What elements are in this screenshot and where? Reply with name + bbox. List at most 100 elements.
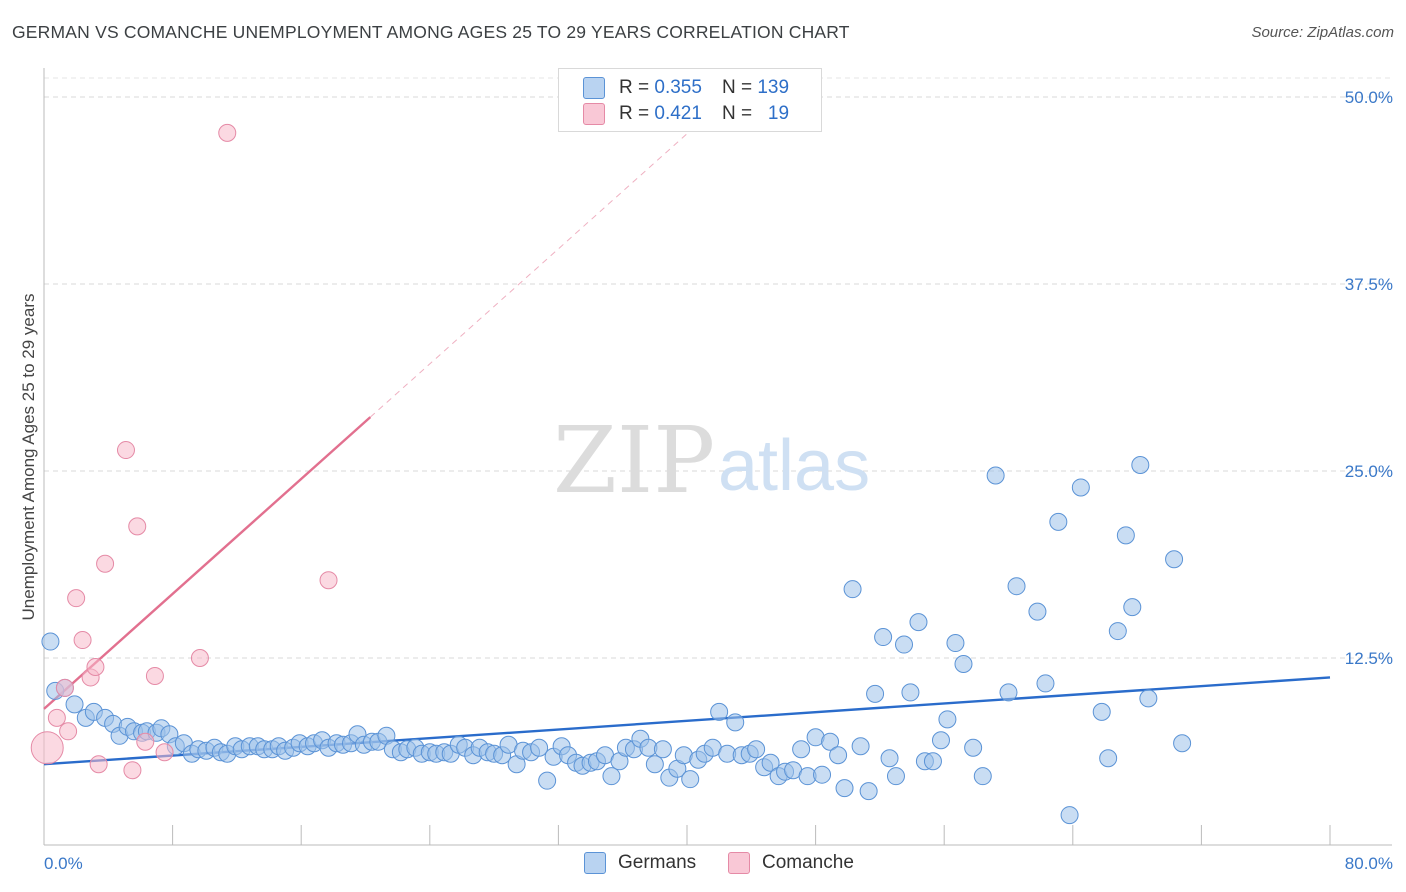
- point-germans: [909, 613, 928, 632]
- point-comanche: [319, 571, 338, 590]
- point-germans: [946, 634, 965, 653]
- point-germans: [1060, 806, 1079, 825]
- point-germans: [602, 767, 621, 786]
- point-germans: [41, 632, 60, 651]
- axes: [43, 68, 1392, 846]
- point-germans: [747, 740, 766, 759]
- y-axis-label: Unemployment Among Ages 25 to 29 years: [19, 294, 38, 621]
- legend-r-label: R =: [619, 77, 650, 98]
- point-comanche: [136, 732, 155, 751]
- point-germans: [880, 749, 899, 768]
- point-germans: [874, 628, 893, 647]
- point-comanche: [218, 123, 237, 142]
- point-germans: [1131, 456, 1150, 475]
- point-germans: [1139, 689, 1158, 708]
- point-germans: [1108, 622, 1127, 641]
- point-germans: [835, 779, 854, 798]
- point-germans: [931, 731, 950, 750]
- point-germans: [973, 767, 992, 786]
- point-germans: [923, 752, 942, 771]
- point-germans: [653, 740, 672, 759]
- point-germans: [1007, 577, 1026, 596]
- bottom-legend-comanche: Comanche: [728, 852, 854, 874]
- point-germans: [886, 767, 905, 786]
- gridlines: [44, 77, 1392, 659]
- bottom-legend-label-germans: Germans: [618, 852, 697, 873]
- point-germans: [530, 738, 549, 757]
- point-germans: [895, 635, 914, 654]
- point-germans: [901, 683, 920, 702]
- y-tick-label: 37.5%: [1345, 275, 1393, 294]
- bottom-legend-germans: Germans: [584, 852, 696, 874]
- point-germans: [538, 771, 557, 790]
- point-germans: [681, 770, 700, 789]
- legend-n-value-comanche: 19: [767, 103, 790, 124]
- point-germans: [813, 765, 832, 784]
- point-germans: [710, 702, 729, 721]
- point-germans: [1165, 550, 1184, 569]
- point-germans: [1028, 602, 1047, 621]
- point-germans: [1173, 734, 1192, 753]
- data-points: [30, 123, 1192, 825]
- point-comanche: [116, 441, 135, 460]
- point-germans: [1049, 512, 1068, 531]
- point-germans: [821, 732, 840, 751]
- point-comanche: [145, 666, 164, 685]
- x-tick-label: 80.0%: [1345, 854, 1393, 873]
- point-germans: [1123, 598, 1142, 617]
- point-comanche: [30, 731, 64, 765]
- point-germans: [1092, 702, 1111, 721]
- point-germans: [65, 695, 84, 714]
- point-comanche: [155, 743, 174, 762]
- point-comanche: [96, 554, 115, 573]
- point-comanche: [73, 631, 92, 650]
- point-germans: [851, 737, 870, 756]
- point-germans: [761, 753, 780, 772]
- point-germans: [1099, 749, 1118, 768]
- point-comanche: [128, 517, 147, 536]
- point-comanche: [67, 589, 86, 608]
- point-germans: [645, 755, 664, 774]
- point-comanche: [59, 722, 78, 741]
- point-germans: [1071, 478, 1090, 497]
- legend-row-germans: R = 0.355 N = 139: [583, 76, 789, 100]
- point-germans: [866, 684, 885, 703]
- point-germans: [964, 738, 983, 757]
- bottom-legend-label-comanche: Comanche: [762, 852, 854, 873]
- watermark-atlas: atlas: [718, 426, 870, 506]
- correlation-legend: R = 0.355 N = 139 R = 0.421 N = 19: [558, 68, 822, 132]
- point-germans: [829, 746, 848, 765]
- legend-r-value-comanche: 0.421: [654, 103, 702, 124]
- watermark: ZIP atlas: [553, 407, 870, 514]
- point-germans: [1116, 526, 1135, 545]
- legend-swatch-germans: [583, 77, 605, 99]
- legend-n-label: N =: [721, 103, 753, 124]
- point-comanche: [86, 657, 105, 676]
- point-comanche: [123, 761, 142, 780]
- point-comanche: [47, 708, 66, 727]
- point-germans: [792, 740, 811, 759]
- bottom-legend-swatch-comanche: [728, 852, 750, 874]
- bottom-legend-swatch-germans: [584, 852, 606, 874]
- trend-line-extension-comanche: [369, 74, 754, 418]
- legend-r-label: R =: [619, 103, 650, 124]
- legend-n-label: N =: [721, 77, 753, 98]
- point-germans: [726, 713, 745, 732]
- chart-title: GERMAN VS COMANCHE UNEMPLOYMENT AMONG AG…: [12, 22, 850, 42]
- y-tick-label: 25.0%: [1345, 462, 1393, 481]
- point-germans: [1036, 674, 1055, 693]
- point-comanche: [89, 755, 108, 774]
- point-germans: [859, 782, 878, 801]
- legend-n-value-germans: 139: [757, 77, 790, 98]
- y-tick-label: 50.0%: [1345, 88, 1393, 107]
- watermark-zip: ZIP: [553, 407, 715, 514]
- point-germans: [986, 466, 1005, 485]
- point-germans: [938, 710, 957, 729]
- chart-source: Source: ZipAtlas.com: [1251, 24, 1394, 41]
- x-tick-labels: 0.0% 80.0%: [44, 854, 1393, 873]
- point-germans: [954, 654, 973, 673]
- legend-row-comanche: R = 0.421 N = 19: [583, 102, 789, 126]
- x-tick-label: 0.0%: [44, 854, 83, 873]
- y-tick-labels: 12.5% 25.0% 37.5% 50.0%: [1345, 88, 1393, 668]
